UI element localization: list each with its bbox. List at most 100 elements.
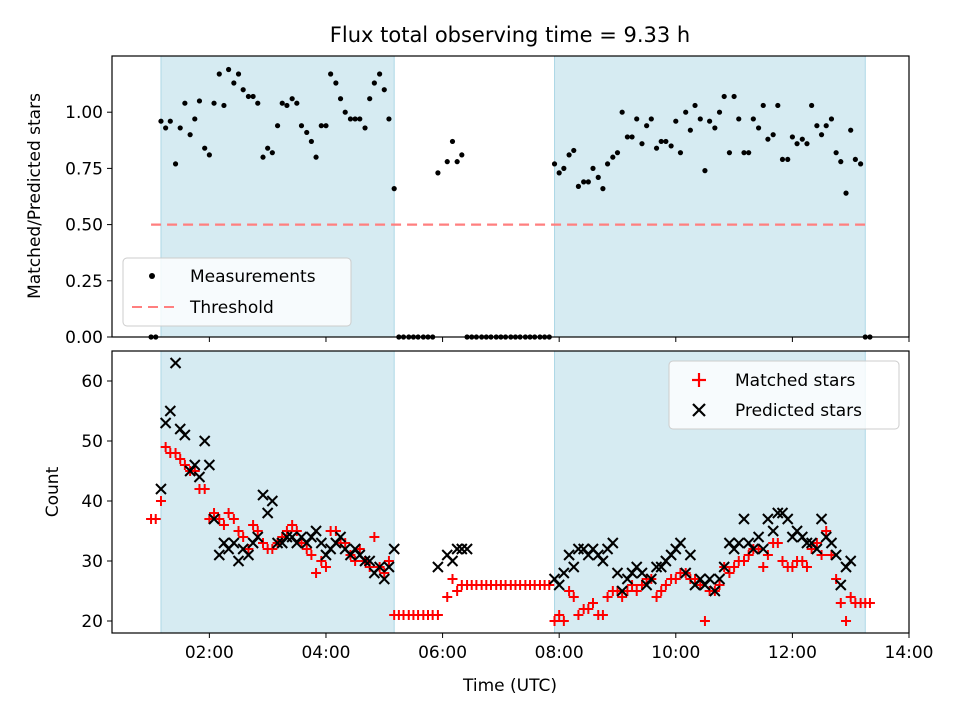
predicted-star-point bbox=[815, 513, 828, 525]
predicted-star-point bbox=[461, 543, 473, 555]
predicted-star-point bbox=[432, 561, 444, 573]
measurement-point bbox=[648, 116, 654, 122]
measurement-point bbox=[571, 147, 577, 154]
predicted-star-point bbox=[451, 543, 463, 555]
top-y-axis-label: Matched/Predicted stars bbox=[25, 93, 45, 299]
measurement-point bbox=[566, 152, 572, 158]
matched-star-point bbox=[447, 574, 458, 584]
matched-star-point bbox=[597, 610, 608, 620]
measurement-point bbox=[289, 96, 295, 102]
measurement-point bbox=[809, 102, 815, 109]
matched-star-point bbox=[845, 592, 856, 602]
measurement-point bbox=[284, 102, 290, 109]
predicted-star-point bbox=[650, 561, 663, 573]
measurement-point bbox=[644, 123, 650, 129]
measurement-point bbox=[167, 118, 173, 124]
y-tick-label: 0.50 bbox=[65, 216, 103, 236]
predicted-star-point bbox=[616, 585, 628, 597]
observing-window-1 bbox=[160, 350, 395, 634]
predicted-star-point bbox=[208, 513, 220, 525]
measurement-point bbox=[614, 150, 621, 156]
measurement-point bbox=[760, 102, 766, 109]
predicted-star-point bbox=[752, 531, 765, 543]
matched-star-point bbox=[544, 580, 555, 590]
measurement-point bbox=[202, 145, 208, 151]
predicted-star-point bbox=[198, 435, 211, 447]
measurement-point bbox=[750, 116, 756, 122]
predicted-star-point bbox=[713, 573, 726, 585]
predicted-star-point bbox=[767, 525, 779, 537]
matched-star-point bbox=[729, 562, 740, 572]
y-tick-label: 0.00 bbox=[65, 328, 103, 348]
measurement-point bbox=[653, 145, 660, 151]
predicted-star-point bbox=[830, 549, 842, 561]
measurement-point bbox=[610, 154, 616, 160]
x-tick-label: 10:00 bbox=[651, 643, 700, 663]
measurement-point bbox=[235, 71, 242, 77]
matched-star-point bbox=[369, 532, 380, 542]
matched-star-point bbox=[340, 538, 351, 548]
y-tick-label: 40 bbox=[81, 492, 103, 512]
measurement-point bbox=[726, 150, 733, 156]
matched-star-point bbox=[622, 586, 633, 596]
measurement-point bbox=[367, 96, 373, 102]
predicted-star-point bbox=[203, 459, 216, 471]
measurement-point bbox=[347, 116, 354, 122]
measurement-point bbox=[177, 125, 183, 131]
measurement-point bbox=[658, 138, 664, 145]
predicted-star-point bbox=[359, 555, 371, 567]
predicted-star-point bbox=[252, 531, 264, 543]
x-tick-label: 14:00 bbox=[885, 643, 934, 663]
matched-star-point bbox=[160, 442, 171, 452]
matched-star-point bbox=[602, 592, 613, 602]
predicted-star-point bbox=[738, 513, 750, 525]
measurement-point bbox=[182, 100, 188, 106]
matched-star-point bbox=[364, 562, 375, 572]
matched-star-point bbox=[787, 562, 798, 572]
measurement-point bbox=[192, 116, 198, 122]
measurement-point bbox=[721, 93, 727, 100]
measurement-point bbox=[294, 100, 300, 106]
measurement-point bbox=[377, 71, 383, 77]
measurement-point bbox=[221, 102, 227, 109]
matched-star-point bbox=[330, 526, 341, 536]
measurement-point bbox=[298, 123, 305, 129]
matched-star-point bbox=[287, 520, 298, 530]
predicted-star-point bbox=[747, 543, 760, 555]
predicted-star-point bbox=[213, 549, 225, 561]
top-x-axis-ticks bbox=[208, 337, 910, 342]
measurement-point bbox=[668, 143, 674, 149]
predicted-star-point bbox=[271, 537, 284, 549]
matched-star-point bbox=[558, 616, 569, 626]
legend-measurements-marker bbox=[149, 273, 155, 279]
measurement-point bbox=[755, 125, 762, 131]
predicted-star-point bbox=[242, 549, 255, 561]
measurement-point bbox=[789, 134, 795, 140]
ratio-panel: 0.00 0.25 0.50 0.75 1.00 Matched/Predicted s… bbox=[25, 55, 910, 348]
predicted-star-point bbox=[334, 531, 347, 543]
measurement-point bbox=[848, 127, 854, 133]
predicted-star-point bbox=[456, 543, 468, 555]
predicted-star-point bbox=[378, 573, 390, 585]
measurement-point bbox=[785, 156, 791, 163]
measurement-point bbox=[731, 93, 737, 100]
predicted-star-point bbox=[383, 561, 395, 573]
measurement-point bbox=[337, 96, 344, 102]
predicted-star-point bbox=[611, 567, 624, 579]
matched-star-point bbox=[214, 514, 225, 524]
measurement-point bbox=[765, 136, 771, 142]
predicted-star-point bbox=[733, 537, 745, 549]
predicted-star-point bbox=[310, 525, 322, 537]
matched-star-point bbox=[549, 616, 560, 626]
x-tick-label: 04:00 bbox=[301, 643, 350, 663]
predicted-star-point bbox=[811, 543, 823, 555]
bottom-y-axis-label: Count bbox=[43, 466, 63, 517]
predicted-star-point bbox=[164, 405, 177, 417]
measurement-point bbox=[265, 145, 271, 151]
matched-star-point bbox=[350, 556, 361, 566]
matched-star-point bbox=[811, 538, 822, 548]
matched-star-point bbox=[238, 532, 249, 542]
measurement-point bbox=[381, 87, 387, 93]
measurement-point bbox=[313, 154, 319, 160]
predicted-star-point bbox=[373, 561, 386, 573]
